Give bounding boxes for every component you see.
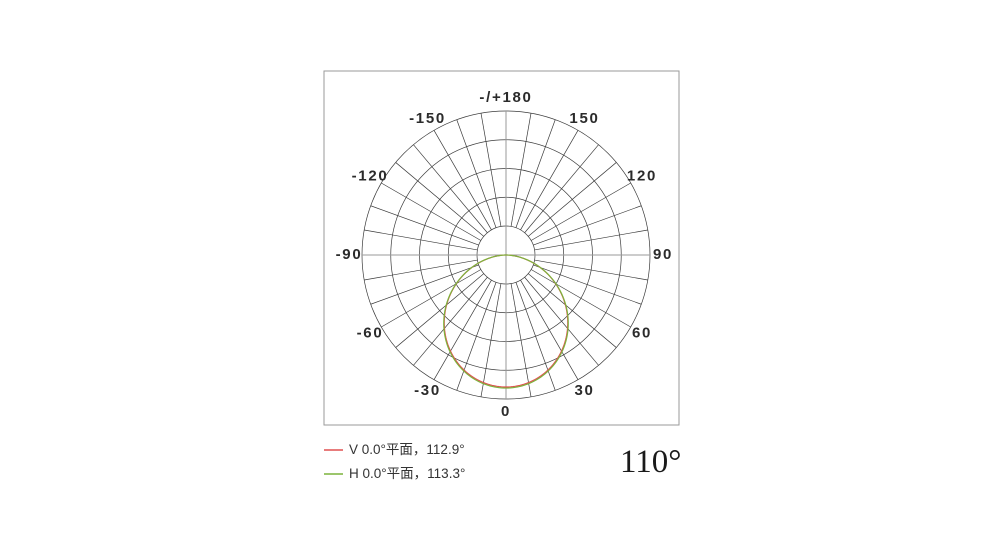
svg-text:H 0.0°平面，113.3°: H 0.0°平面，113.3° bbox=[349, 466, 465, 481]
svg-text:150: 150 bbox=[569, 110, 599, 127]
svg-text:110°: 110° bbox=[620, 444, 681, 480]
svg-text:120: 120 bbox=[627, 167, 657, 184]
svg-text:-/+180: -/+180 bbox=[479, 89, 532, 106]
svg-text:-60: -60 bbox=[357, 324, 384, 341]
svg-text:30: 30 bbox=[574, 382, 594, 399]
svg-text:60: 60 bbox=[632, 324, 652, 341]
svg-text:0: 0 bbox=[501, 403, 511, 420]
svg-text:-150: -150 bbox=[409, 110, 446, 127]
svg-text:90: 90 bbox=[653, 246, 673, 263]
svg-text:-30: -30 bbox=[414, 382, 441, 399]
svg-text:-90: -90 bbox=[336, 246, 363, 263]
svg-text:-120: -120 bbox=[352, 167, 389, 184]
svg-text:V 0.0°平面，112.9°: V 0.0°平面，112.9° bbox=[349, 442, 465, 457]
